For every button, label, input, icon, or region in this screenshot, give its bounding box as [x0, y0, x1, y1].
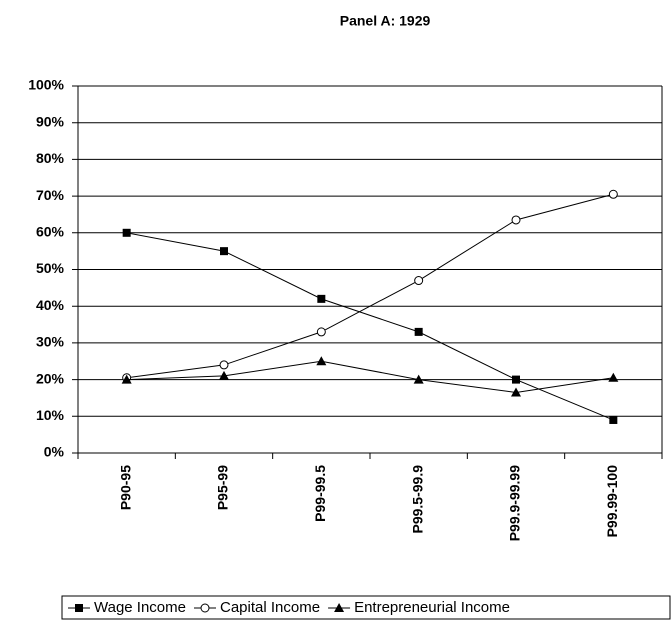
marker	[414, 327, 423, 336]
series-line	[126, 232, 614, 421]
legend-marker	[200, 603, 210, 613]
series-line	[126, 193, 614, 379]
marker	[511, 215, 521, 225]
y-tick-label: 100%	[28, 77, 64, 93]
marker	[512, 375, 520, 384]
marker	[609, 415, 618, 424]
y-tick-label: 90%	[36, 113, 65, 129]
marker	[316, 327, 326, 337]
x-tick-label: P99.99-100	[604, 465, 620, 538]
marker	[414, 276, 424, 286]
legend-marker	[334, 603, 345, 612]
marker	[219, 360, 229, 370]
y-tick-label: 60%	[36, 224, 65, 240]
y-tick-label: 70%	[36, 187, 65, 203]
x-tick-label: P90-95	[117, 465, 133, 510]
y-tick-label: 20%	[36, 370, 65, 386]
legend: Wage Income Capital Income Entrepreneurial…	[61, 595, 671, 620]
y-tick-label: 30%	[36, 334, 65, 350]
marker	[121, 374, 132, 384]
legend-marker	[75, 604, 83, 612]
marker	[511, 387, 521, 397]
legend-label: Capital Income	[220, 599, 320, 616]
chart-title: Panel A: 1929	[340, 13, 431, 29]
marker	[413, 374, 424, 384]
series-line	[126, 360, 614, 393]
y-tick-label: 40%	[36, 297, 65, 313]
x-tick-label: P95-99	[215, 465, 231, 510]
y-tick-label: 50%	[36, 260, 65, 276]
x-tick-label: P99.5-99.9	[409, 465, 425, 534]
marker	[122, 228, 131, 237]
x-tick-label: P99-99.5	[312, 465, 328, 522]
marker	[316, 356, 327, 366]
y-tick-label: 10%	[36, 407, 65, 423]
marker	[608, 189, 618, 199]
legend-label: Entrepreneurial Income	[354, 599, 510, 616]
marker	[219, 370, 229, 380]
marker	[317, 294, 326, 303]
y-tick-label: 0%	[44, 444, 65, 460]
marker	[220, 247, 228, 256]
x-tick-label: P99.9-99.99	[507, 465, 523, 541]
y-tick-label: 80%	[36, 150, 65, 166]
marker	[608, 372, 619, 382]
legend-label: Wage Income	[94, 599, 186, 616]
legend-box	[61, 595, 671, 620]
